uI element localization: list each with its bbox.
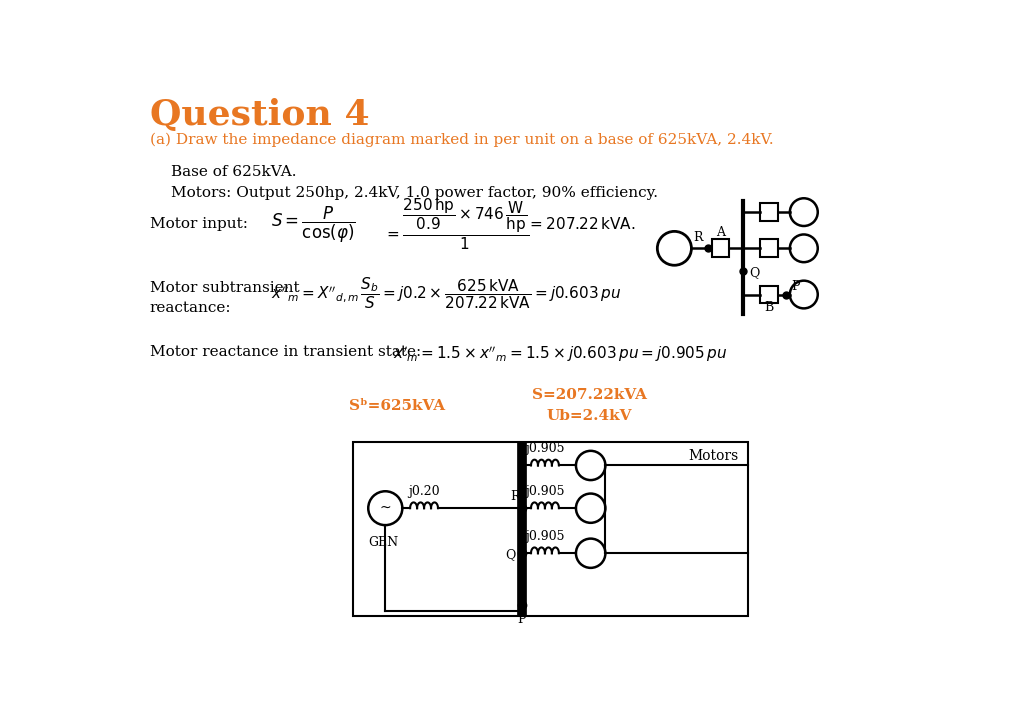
Text: j0.905: j0.905 bbox=[525, 530, 564, 543]
Text: R: R bbox=[693, 230, 703, 244]
Text: S=207.22kVA: S=207.22kVA bbox=[531, 389, 646, 402]
Text: Motor input:: Motor input: bbox=[150, 218, 248, 231]
Text: A: A bbox=[716, 225, 725, 239]
Text: Q: Q bbox=[750, 267, 760, 279]
Text: reactance:: reactance: bbox=[150, 301, 231, 316]
Text: $x''_m = X''_{d,m}\,\dfrac{S_b}{S} = j0.2 \times \dfrac{625\,\mathrm{kVA}}{207.2: $x''_m = X''_{d,m}\,\dfrac{S_b}{S} = j0.… bbox=[271, 276, 622, 311]
Text: P: P bbox=[517, 613, 526, 626]
Text: Ub=2.4kV: Ub=2.4kV bbox=[547, 409, 632, 423]
Text: Motor reactance in transient state:: Motor reactance in transient state: bbox=[150, 345, 421, 359]
Text: j0.20: j0.20 bbox=[409, 485, 440, 498]
Text: Question 4: Question 4 bbox=[150, 98, 370, 132]
Text: Motors: Output 250hp, 2.4kV, 1.0 power factor, 90% efficiency.: Motors: Output 250hp, 2.4kV, 1.0 power f… bbox=[171, 186, 657, 200]
Text: $= \dfrac{\dfrac{250\,\mathrm{hp}}{0.9} \times 746\,\dfrac{\mathrm{W}}{\mathrm{h: $= \dfrac{\dfrac{250\,\mathrm{hp}}{0.9} … bbox=[384, 196, 528, 252]
Text: $S = \dfrac{P}{\cos(\varphi)}$: $S = \dfrac{P}{\cos(\varphi)}$ bbox=[271, 204, 356, 245]
Bar bbox=[761, 286, 778, 303]
Text: $= 207.22\,\mathrm{kVA}.$: $= 207.22\,\mathrm{kVA}.$ bbox=[527, 216, 636, 233]
Bar bbox=[761, 240, 778, 257]
Text: (a) Draw the impedance diagram marked in per unit on a base of 625kVA, 2.4kV.: (a) Draw the impedance diagram marked in… bbox=[150, 133, 773, 147]
Text: j0.905: j0.905 bbox=[525, 442, 564, 455]
Bar bbox=[352, 442, 748, 615]
Text: P: P bbox=[792, 280, 800, 293]
Text: Sᵇ=625kVA: Sᵇ=625kVA bbox=[349, 399, 445, 413]
Bar bbox=[761, 203, 778, 221]
Text: ~: ~ bbox=[380, 501, 391, 515]
Text: B: B bbox=[765, 301, 774, 314]
Bar bbox=[712, 240, 729, 257]
Text: Motor subtransient: Motor subtransient bbox=[150, 281, 299, 295]
Text: Base of 625kVA.: Base of 625kVA. bbox=[171, 165, 296, 179]
Text: Q: Q bbox=[505, 548, 515, 562]
Text: j0.905: j0.905 bbox=[525, 485, 564, 498]
Text: R: R bbox=[511, 491, 520, 503]
Text: Motors: Motors bbox=[688, 449, 738, 462]
Text: $x'_m = 1.5 \times x''_m = 1.5 \times j0.603\,pu = j0.905\,pu$: $x'_m = 1.5 \times x''_m = 1.5 \times j0… bbox=[393, 345, 727, 364]
Text: GEN: GEN bbox=[369, 536, 398, 549]
